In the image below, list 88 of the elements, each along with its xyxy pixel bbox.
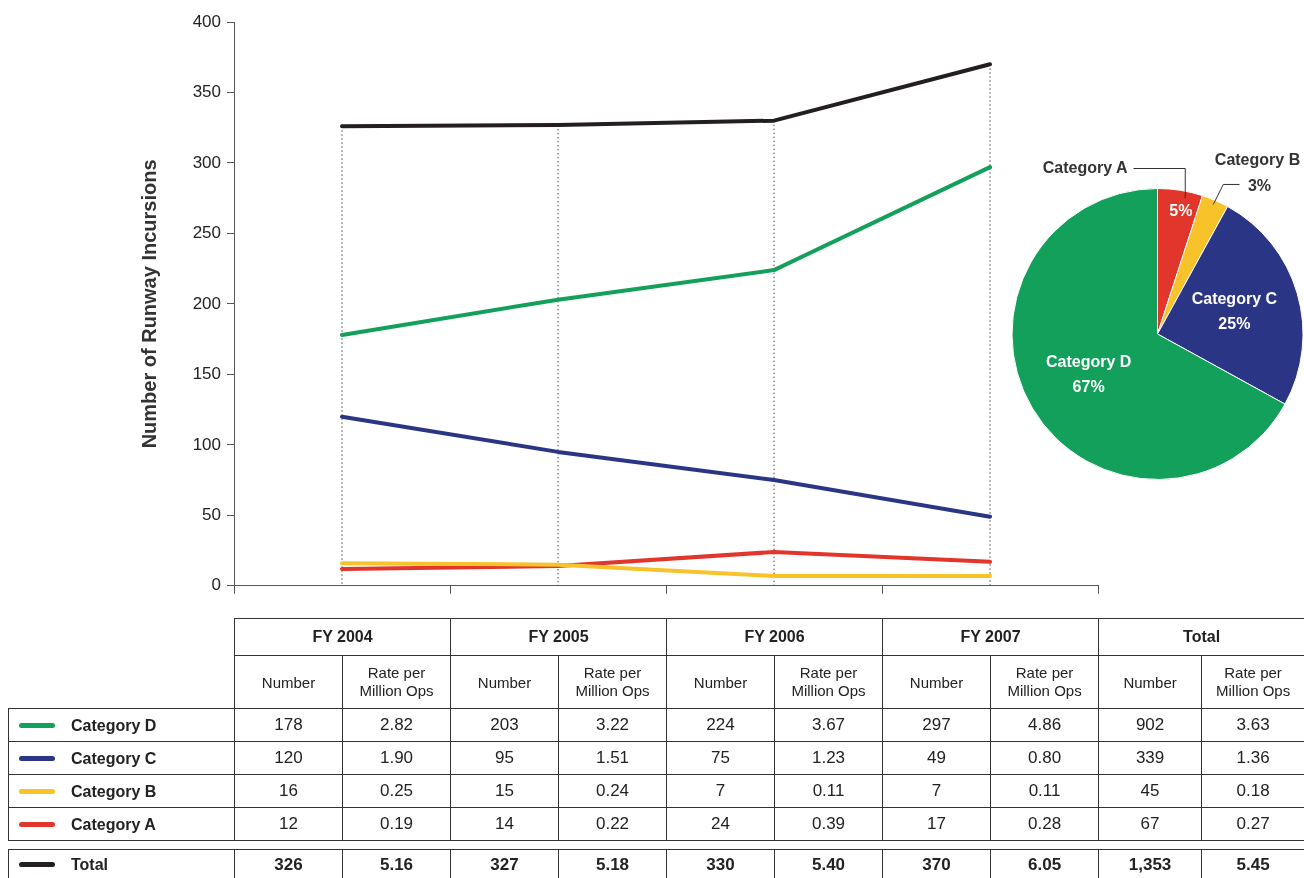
text: Rate per Million Ops [1007, 664, 1082, 699]
data-label: 0.22 [558, 807, 667, 841]
data-label: 15 [450, 774, 559, 808]
data-label: 0.25 [342, 774, 451, 808]
text: Number [1123, 673, 1177, 691]
data-label: 0.39 [774, 807, 883, 841]
y-tick-label: 200 [192, 293, 221, 313]
text: Total [71, 855, 109, 873]
text: 902 [1135, 715, 1165, 734]
text: Number [909, 673, 964, 691]
data-label: 178 [234, 708, 343, 742]
data-label: 4.86 [990, 708, 1099, 742]
data-label: 7 [882, 774, 991, 808]
data-label: 5.45 [1201, 849, 1304, 878]
data-label: 0.11 [990, 774, 1099, 808]
category-label: FY 2007 [882, 618, 1099, 656]
text: Category B [71, 782, 157, 800]
data-label: 24 [666, 807, 775, 841]
text: 67 [1140, 814, 1160, 833]
data-label: 203 [450, 708, 559, 742]
text: 339 [1135, 748, 1165, 767]
data-label: 3% [1247, 176, 1272, 194]
data-label: 120 [234, 741, 343, 775]
data-label: 3.63 [1201, 708, 1304, 742]
data-label: 5.40 [774, 849, 883, 878]
data-label: 16 [234, 774, 343, 808]
category-label: FY 2005 [450, 618, 667, 656]
text: 45 [1140, 781, 1160, 800]
text: Rate per Million Ops [1215, 664, 1291, 699]
data-label: 0.24 [558, 774, 667, 808]
data-label: 7 [666, 774, 775, 808]
category-label: Total [1098, 618, 1304, 656]
data-label: 326 [234, 849, 343, 878]
y-tick-label: 0 [211, 575, 221, 595]
data-label: 25% [1218, 315, 1251, 333]
data-label: 0.18 [1201, 774, 1304, 808]
text: Rate per Million Ops [575, 664, 650, 699]
y-tick-label: 250 [192, 223, 221, 243]
data-label: 5.16 [342, 849, 451, 878]
data-label: 95 [450, 741, 559, 775]
data-label: 3.22 [558, 708, 667, 742]
y-tick-label: 350 [192, 82, 221, 102]
y-tick-label: 300 [192, 152, 221, 172]
category-label: FY 2006 [666, 618, 883, 656]
text: Number [477, 673, 532, 691]
text: Category A [71, 815, 156, 833]
data-label: 5% [1169, 202, 1193, 220]
slice-label: Category D [1045, 353, 1132, 371]
text: 1,353 [1128, 854, 1172, 874]
data-label: 224 [666, 708, 775, 742]
data-label: 49 [882, 741, 991, 775]
data-label: 3.67 [774, 708, 883, 742]
slice-label: Category A [1042, 158, 1128, 176]
data-label: 0.80 [990, 741, 1099, 775]
text: Number [234, 655, 343, 709]
data-label: 327 [450, 849, 559, 878]
slice-label: Category B [1214, 150, 1301, 168]
data-label: 17 [882, 807, 991, 841]
data-label: 6.05 [990, 849, 1099, 878]
data-label: 0.28 [990, 807, 1099, 841]
text: Category C [71, 749, 157, 767]
category-label: FY 2004 [234, 618, 451, 656]
data-label: 370 [882, 849, 991, 878]
data-label: 1.36 [1201, 741, 1304, 775]
data-label: 5.18 [558, 849, 667, 878]
data-label: 2.82 [342, 708, 451, 742]
data-label: 1.51 [558, 741, 667, 775]
data-label: 1.23 [774, 741, 883, 775]
data-label: 330 [666, 849, 775, 878]
data-label: 0.11 [774, 774, 883, 808]
y-tick-label: 150 [192, 364, 221, 384]
y-tick-label: 400 [192, 11, 221, 31]
y-tick-label: 100 [192, 434, 221, 454]
data-label: 75 [666, 741, 775, 775]
data-label: 0.19 [342, 807, 451, 841]
data-label: 0.27 [1201, 807, 1304, 841]
text: Category D [71, 716, 157, 734]
data-label: 67% [1072, 378, 1105, 396]
data-label: 14 [450, 807, 559, 841]
y-axis-title: Number of Runway Incursions [137, 159, 160, 449]
text: Rate per Million Ops [791, 664, 866, 699]
text: Number [693, 673, 748, 691]
data-label: 12 [234, 807, 343, 841]
slice-label: Category C [1191, 290, 1278, 308]
data-label: 1.90 [342, 741, 451, 775]
y-tick-label: 50 [202, 505, 221, 525]
text: Rate per Million Ops [342, 655, 451, 709]
data-label: 297 [882, 708, 991, 742]
